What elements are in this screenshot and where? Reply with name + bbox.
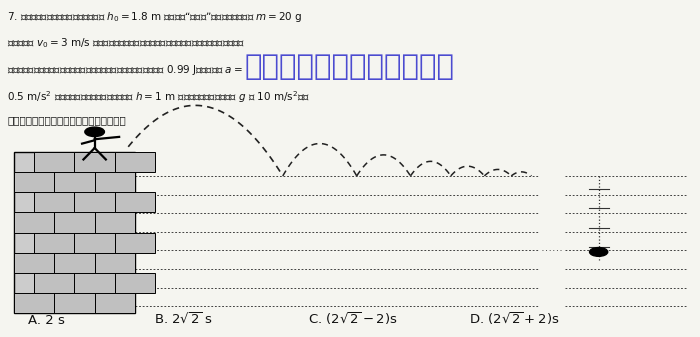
Bar xyxy=(74,273,115,293)
Bar xyxy=(34,152,74,172)
Bar xyxy=(94,172,135,192)
Bar xyxy=(14,212,55,233)
Text: 计空气阻力。则小石片在水中运动的时间为: 计空气阻力。则小石片在水中运动的时间为 xyxy=(7,115,126,125)
Text: D. $(2\sqrt{2}+2)$s: D. $(2\sqrt{2}+2)$s xyxy=(469,310,559,327)
Text: C. $(2\sqrt{2}-2)$s: C. $(2\sqrt{2}-2)$s xyxy=(308,310,398,327)
Bar xyxy=(55,172,94,192)
Text: $0.5$ m/s$^2$ 的加速度沿終直方向加速沉入水深 $h=1$ m 的河底。已知重力加速度 $g$ 取 10 m/s$^2$，不: $0.5$ m/s$^2$ 的加速度沿終直方向加速沉入水深 $h=1$ m 的河… xyxy=(7,89,310,105)
Text: 7. 如图所示，一个小朋友在离水面高度 $h_0=1.8$ m 的岸边玩“打水漂”游戏，他将一质量 $m=20$ g: 7. 如图所示，一个小朋友在离水面高度 $h_0=1.8$ m 的岸边玩“打水漂… xyxy=(7,10,302,24)
Bar xyxy=(14,253,55,273)
Bar xyxy=(115,273,155,293)
Text: 的小石片以 $v_0=3$ m/s 的水平初速度抛出，小石片在水面上滑行时受到支撑力作用，小石: 的小石片以 $v_0=3$ m/s 的水平初速度抛出，小石片在水面上滑行时受到支… xyxy=(7,36,245,50)
Circle shape xyxy=(589,248,608,256)
Bar xyxy=(34,233,74,253)
Bar xyxy=(74,233,115,253)
Bar xyxy=(34,273,74,293)
Text: 片在水面上弹跳数次后水面的速度减为零，在弹跳过程中阴力做功为 0.99 J，之后就以 $a=$: 片在水面上弹跳数次后水面的速度减为零，在弹跳过程中阴力做功为 0.99 J，之后… xyxy=(7,63,243,77)
Bar xyxy=(94,253,135,273)
Bar xyxy=(74,192,115,212)
Bar xyxy=(94,293,135,313)
Bar xyxy=(34,192,74,212)
Bar xyxy=(115,152,155,172)
Text: A. 2 s: A. 2 s xyxy=(28,314,65,327)
Circle shape xyxy=(85,127,104,136)
Bar xyxy=(115,192,155,212)
Bar xyxy=(14,172,55,192)
Bar xyxy=(55,212,94,233)
Bar xyxy=(74,152,115,172)
Bar xyxy=(14,152,135,313)
Text: 微信公众号关注：趣找答案: 微信公众号关注：趣找答案 xyxy=(245,53,455,82)
Bar xyxy=(55,253,94,273)
Bar xyxy=(115,233,155,253)
Bar xyxy=(55,293,94,313)
Bar xyxy=(14,293,55,313)
Bar xyxy=(94,212,135,233)
Text: B. $2\sqrt{2}$ s: B. $2\sqrt{2}$ s xyxy=(154,312,213,327)
